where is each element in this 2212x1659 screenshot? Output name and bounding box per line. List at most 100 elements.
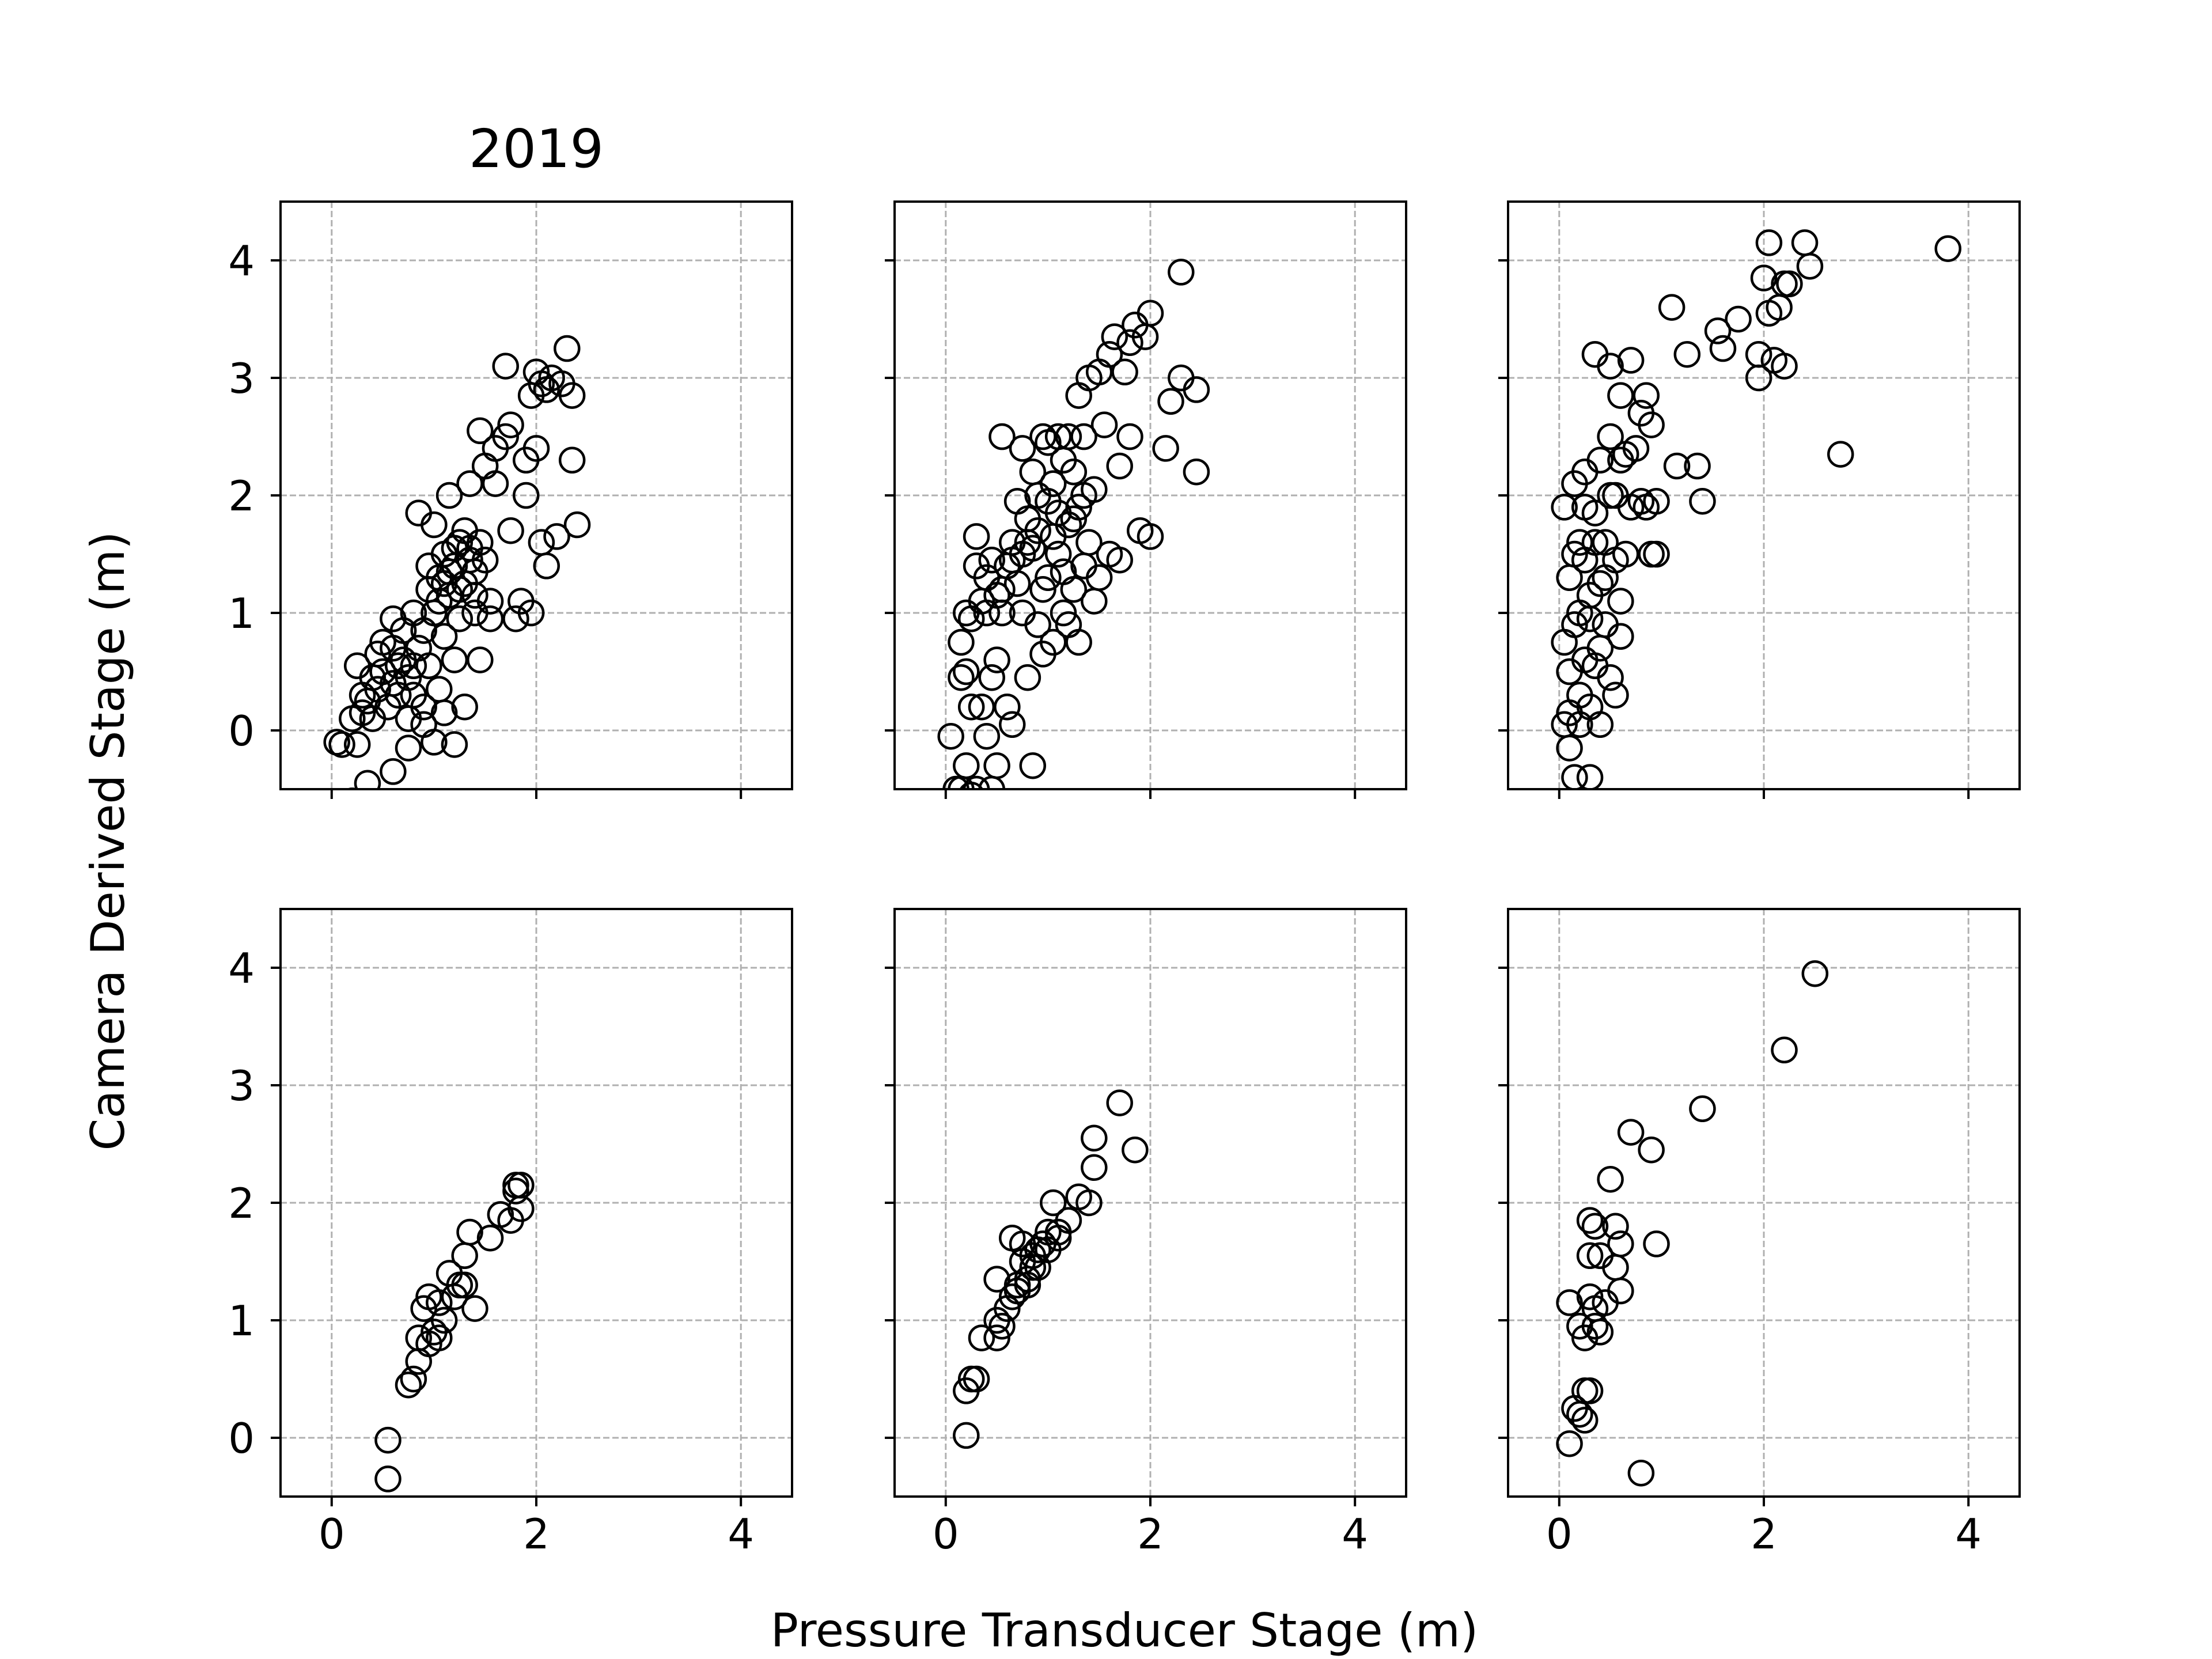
scatter-point	[1044, 540, 1072, 568]
scatter-point	[1796, 252, 1824, 280]
scatter-points	[1551, 229, 1961, 789]
panel-top-middle	[885, 200, 1407, 799]
scatter-point	[1617, 347, 1645, 374]
scatter-points	[374, 1172, 535, 1493]
scatter-point	[1055, 1207, 1082, 1234]
scatter-point	[1014, 505, 1041, 533]
scatter-point	[948, 664, 975, 691]
scatter-point	[471, 546, 499, 574]
scatter-point	[497, 411, 524, 438]
scatter-points	[323, 335, 591, 789]
scatter-point	[1627, 487, 1655, 515]
scatter-point	[983, 646, 1010, 673]
scatter-point	[1090, 411, 1118, 438]
scatter-point	[1592, 564, 1619, 592]
x-tick-label: 4	[1342, 1510, 1368, 1558]
scatter-point	[1551, 494, 1578, 521]
scatter-point	[948, 775, 975, 789]
scatter-point	[1106, 1089, 1133, 1116]
panel-bottom-right: 0 2 4	[1498, 908, 2021, 1558]
scatter-point	[1009, 435, 1036, 462]
scatter-point	[430, 623, 458, 650]
scatter-point	[1638, 411, 1665, 438]
scatter-point	[554, 335, 581, 362]
scatter-point	[957, 693, 985, 721]
y-tick-label: 0	[228, 1414, 255, 1463]
scatter-point	[1643, 540, 1670, 568]
scatter-point	[441, 731, 468, 758]
scatter-point	[492, 423, 519, 450]
scatter-point	[1035, 429, 1062, 456]
scatter-point	[374, 1426, 402, 1454]
scatter-point	[1597, 353, 1624, 380]
scatter-point	[1776, 270, 1803, 298]
scatter-point	[328, 731, 355, 758]
scatter-point	[1561, 540, 1588, 568]
panel-top-left: 0 1 2 3 4	[228, 200, 793, 799]
scatter-point	[1556, 734, 1583, 762]
scatter-point	[1576, 1207, 1604, 1234]
x-tick-label: 0	[319, 1510, 345, 1558]
scatter-point	[1106, 452, 1133, 480]
scatter-point	[1065, 494, 1092, 521]
scatter-point	[482, 470, 509, 497]
scatter-point	[1581, 529, 1609, 556]
scatter-point	[1704, 317, 1732, 344]
scatter-point	[1658, 294, 1685, 321]
scatter-point	[983, 582, 1010, 609]
scatter-point	[461, 582, 488, 609]
scatter-point	[1014, 664, 1041, 691]
scatter-point	[1571, 1407, 1599, 1434]
scatter-point	[1070, 423, 1097, 450]
scatter-point	[1060, 458, 1088, 486]
scatter-point	[983, 1266, 1010, 1293]
scatter-point	[461, 1295, 488, 1322]
scatter-point	[1040, 523, 1067, 550]
x-tick-label: 2	[1137, 1510, 1164, 1558]
scatter-point	[994, 693, 1021, 721]
scatter-point	[1556, 1430, 1583, 1457]
scatter-points	[1556, 960, 1829, 1487]
scatter-point	[1576, 764, 1604, 789]
y-tick-label: 1	[228, 1297, 255, 1345]
scatter-point	[1106, 546, 1133, 574]
scatter-point	[1607, 588, 1634, 615]
scatter-point	[963, 1365, 990, 1393]
scatter-point	[1075, 1189, 1103, 1217]
scatter-point	[492, 353, 519, 380]
scatter-point	[476, 1224, 504, 1252]
scatter-point	[533, 552, 560, 579]
scatter-point	[1183, 458, 1210, 486]
scatter-point	[1689, 1095, 1716, 1123]
scatter-point	[430, 699, 458, 726]
scatter-point	[507, 1172, 535, 1199]
scatter-point	[410, 693, 437, 721]
scatter-point	[426, 1324, 453, 1351]
y-tick-label: 4	[228, 944, 255, 993]
scatter-point	[1586, 570, 1614, 597]
scatter-point	[421, 511, 448, 539]
scatter-point	[421, 599, 448, 627]
scatter-point	[380, 670, 407, 697]
scatter-point	[1040, 628, 1067, 656]
scatter-point	[978, 664, 1005, 691]
scatter-point	[563, 511, 591, 539]
scatter-point	[502, 605, 529, 632]
scatter-point	[441, 646, 468, 673]
scatter-points	[937, 259, 1210, 789]
scatter-point	[988, 599, 1016, 627]
scatter-point	[1050, 599, 1077, 627]
scatter-point	[1019, 752, 1047, 779]
scatter-point	[1116, 329, 1143, 357]
scatter-point	[343, 731, 371, 758]
y-axis-label: Camera Derived Stage (m)	[81, 531, 135, 1150]
scatter-point	[988, 423, 1016, 450]
scatter-point	[978, 775, 1005, 789]
scatter-point	[1024, 611, 1051, 638]
scatter-point	[451, 1271, 478, 1299]
scatter-point	[968, 693, 995, 721]
y-tick-label: 3	[228, 354, 255, 403]
scatter-point	[1096, 340, 1123, 368]
scatter-point	[1183, 376, 1210, 403]
scatter-point	[1607, 623, 1634, 650]
